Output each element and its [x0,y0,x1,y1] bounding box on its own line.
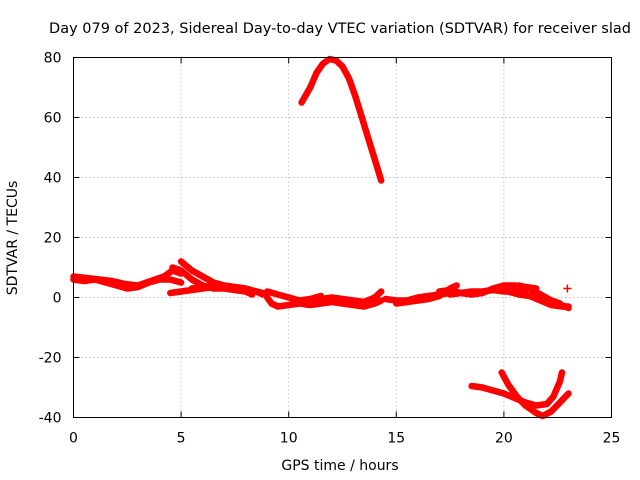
y-axis-label: SDTVAR / TECUs [5,181,21,296]
series-arc-8 [263,294,385,310]
series-arc-16 [515,282,564,307]
x-tick-labels: 0 5 10 15 20 25 [69,431,620,447]
series-arc-9 [306,288,385,306]
x-tick-label: 5 [177,431,186,447]
y-tick-label: -20 [39,351,62,367]
y-tick-label: 0 [53,291,62,307]
x-tick-label: 0 [69,431,78,447]
y-tick-label: 40 [44,171,62,187]
y-tick-labels: -40 -20 0 20 40 60 80 [39,51,62,427]
series-arc-19 [498,369,572,420]
data-series [70,55,572,420]
y-tick-label: 80 [44,51,62,67]
x-tick-label: 15 [387,431,405,447]
series-arc-6 [188,282,267,298]
series-arc-2 [70,267,185,289]
grid [73,57,612,418]
plus-marker [563,284,572,293]
y-tick-label: -40 [39,411,62,427]
x-tick-label: 25 [603,431,621,447]
x-axis-label: GPS time / hours [281,458,398,474]
data-markers [563,284,572,293]
x-tick-label: 10 [280,431,298,447]
y-tick-label: 60 [44,111,62,127]
x-tick-label: 20 [495,431,513,447]
chart-title: Day 079 of 2023, Sidereal Day-to-day VTE… [49,21,631,37]
series-arc-17 [298,55,385,184]
plot-frame [73,57,612,418]
y-tick-label: 20 [44,231,62,247]
